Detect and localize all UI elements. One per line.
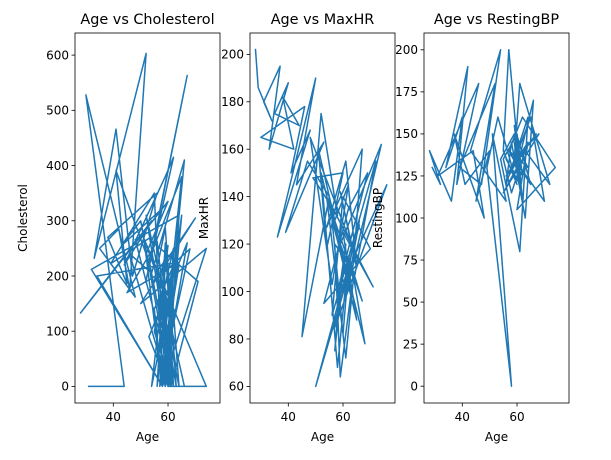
y-tick-label: 400: [46, 159, 69, 173]
chart-title-age-vs-restingbp: Age vs RestingBP: [434, 12, 559, 28]
subplot-age-vs-restingbp: 40 60 0 25 50 75 100 125 150 175 200 Age vs Resting…: [371, 12, 570, 444]
y-tick-label: 200: [46, 269, 69, 283]
x-tick-label: 60: [509, 410, 524, 424]
axes-frame: [249, 32, 396, 404]
y-tick-label: 0: [61, 380, 69, 394]
chart-title-age-vs-maxhr: Age vs MaxHR: [271, 12, 375, 28]
y-axis-label: RestingBP: [371, 188, 385, 248]
chart-title-age-vs-cholesterol: Age vs Cholesterol: [80, 12, 214, 28]
y-tick-label: 200: [395, 43, 418, 57]
y-tick-label: 100: [221, 285, 244, 299]
series-line-0: [79, 52, 208, 388]
x-axis-label: Age: [485, 430, 508, 444]
x-tick-label: 60: [335, 410, 350, 424]
y-tick-label: 500: [46, 104, 69, 118]
y-tick-label: 150: [395, 127, 418, 141]
y-axis-label: MaxHR: [197, 197, 211, 239]
y-tick-label: 120: [221, 237, 244, 251]
x-axis-label: Age: [136, 430, 159, 444]
series-line-0: [428, 49, 557, 387]
x-tick-label: 40: [281, 410, 296, 424]
axes-frame: [74, 32, 221, 404]
y-tick-label: 50: [403, 295, 418, 309]
y-tick-label: 175: [395, 85, 418, 99]
y-tick-label: 300: [46, 214, 69, 228]
y-axis-label: Cholesterol: [16, 184, 30, 252]
y-tick-label: 100: [46, 325, 69, 339]
y-tick-label: 125: [395, 169, 418, 183]
x-tick-label: 40: [106, 410, 121, 424]
x-tick-label: 40: [455, 410, 470, 424]
x-axis-label: Age: [311, 430, 334, 444]
y-tick-label: 600: [46, 48, 69, 62]
y-tick-label: 160: [221, 143, 244, 157]
y-tick-label: 75: [403, 253, 418, 267]
y-tick-label: 200: [221, 48, 244, 62]
y-tick-label: 0: [410, 379, 418, 393]
y-tick-label: 60: [229, 380, 244, 394]
y-tick-label: 25: [403, 337, 418, 351]
y-tick-label: 100: [395, 211, 418, 225]
y-tick-label: 140: [221, 190, 244, 204]
x-tick-label: 60: [160, 410, 175, 424]
series-line-0: [254, 48, 388, 388]
y-tick-label: 180: [221, 95, 244, 109]
y-tick-label: 80: [229, 332, 244, 346]
subplot-age-vs-maxhr: 40 60 60 80 100 120 140 160 180 200 Age vs MaxHR Ag…: [197, 12, 396, 444]
